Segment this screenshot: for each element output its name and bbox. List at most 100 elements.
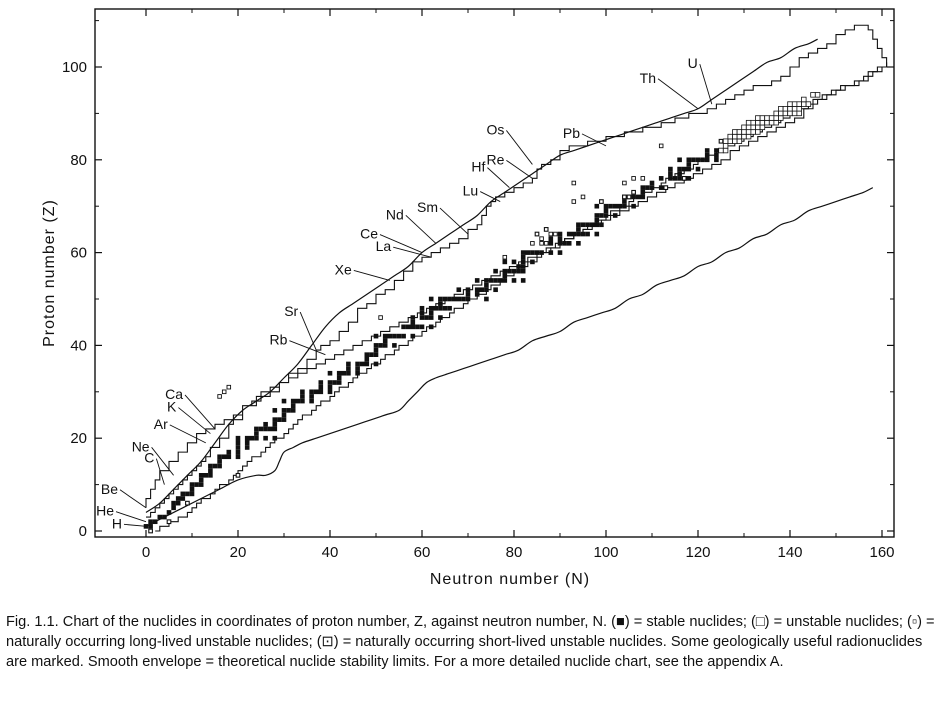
stable-nuclide-mark — [198, 473, 204, 478]
stable-nuclide-mark — [355, 361, 360, 367]
stable-nuclide-mark — [511, 259, 517, 265]
long-lived-nuclide-mark — [543, 227, 549, 232]
stable-nuclide-mark — [272, 435, 278, 441]
stable-nuclide-mark — [309, 394, 314, 399]
element-label-ne: Ne — [132, 438, 150, 454]
stable-nuclide-mark — [658, 176, 664, 181]
stable-nuclide-mark — [189, 491, 195, 497]
stable-nuclide-mark — [594, 203, 600, 209]
stable-nuclide-mark — [658, 185, 664, 190]
stable-nuclide-mark — [263, 426, 268, 432]
element-label-leader — [506, 130, 533, 165]
stable-nuclide-mark — [419, 305, 425, 311]
short-lived-nuclide-mark — [741, 124, 747, 131]
stable-nuclide-mark — [497, 278, 503, 283]
short-lived-nuclide-mark — [791, 101, 798, 107]
stable-nuclide-mark — [318, 389, 324, 395]
stable-nuclide-mark — [695, 157, 701, 163]
stable-nuclide-mark — [428, 324, 434, 330]
stable-nuclide-mark — [300, 389, 305, 395]
stable-nuclide-mark — [585, 222, 590, 228]
short-lived-nuclide-mark — [759, 119, 766, 126]
stable-nuclide-mark — [447, 296, 452, 302]
stable-nuclide-mark — [677, 157, 682, 163]
stable-nuclide-mark — [474, 292, 480, 297]
unstable-nuclide-mark — [553, 231, 558, 237]
stable-nuclide-mark — [645, 185, 650, 190]
short-lived-nuclide-mark — [745, 133, 752, 140]
element-label-leader — [155, 458, 165, 485]
stable-nuclide-mark — [235, 445, 241, 450]
unstable-nuclide-mark — [571, 180, 577, 186]
stable-nuclide-mark — [686, 162, 692, 167]
stable-nuclide-mark — [148, 519, 153, 525]
stable-nuclide-mark — [442, 296, 448, 302]
short-lived-nuclide-mark — [750, 124, 756, 131]
short-lived-nuclide-mark — [741, 133, 747, 140]
stable-nuclide-mark — [180, 491, 186, 497]
y-tick-label: 80 — [70, 152, 87, 169]
x-tick-label: 140 — [777, 544, 802, 561]
short-lived-nuclide-mark — [759, 124, 766, 131]
long-lived-nuclide-mark — [599, 199, 604, 204]
x-tick-label: 0 — [142, 544, 150, 561]
x-tick-label: 20 — [230, 544, 247, 561]
stable-nuclide-mark — [217, 459, 222, 464]
stable-nuclide-mark — [603, 208, 609, 214]
long-lived-nuclide-mark — [626, 194, 632, 200]
element-label-leader — [178, 407, 211, 434]
stable-nuclide-mark — [557, 231, 563, 237]
stable-nuclide-mark — [474, 278, 480, 283]
short-lived-nuclide-mark — [736, 138, 743, 144]
unstable-nuclide-mark — [217, 394, 222, 399]
stable-nuclide-mark — [364, 357, 370, 362]
stable-nuclide-mark — [456, 296, 462, 302]
short-lived-nuclide-mark — [810, 92, 816, 98]
short-lived-nuclide-mark — [732, 129, 738, 135]
stable-nuclide-mark — [640, 185, 646, 190]
long-lived-nuclide-mark — [534, 231, 540, 237]
stable-nuclide-mark — [502, 273, 508, 279]
stable-nuclide-mark — [649, 185, 655, 190]
stable-nuclide-mark — [502, 259, 508, 265]
element-label-th: Th — [640, 70, 656, 86]
stable-nuclide-mark — [410, 333, 416, 339]
y-tick-label: 20 — [70, 430, 87, 447]
stable-nuclide-mark — [585, 231, 590, 237]
unstable-nuclide-mark — [226, 384, 232, 390]
long-lived-nuclide-mark — [148, 528, 153, 534]
short-lived-nuclide-mark — [759, 115, 766, 121]
stable-nuclide-mark — [520, 278, 526, 283]
stable-nuclide-mark — [511, 268, 517, 274]
stable-nuclide-mark — [346, 366, 351, 371]
stable-nuclide-mark — [419, 315, 425, 320]
stable-nuclide-mark — [479, 287, 485, 293]
stable-nuclide-mark — [166, 510, 172, 515]
stable-nuclide-mark — [226, 449, 232, 455]
nuclide-marks — [143, 92, 821, 534]
short-lived-nuclide-mark — [732, 133, 738, 140]
long-lived-nuclide-mark — [631, 189, 636, 195]
element-label-leader — [487, 167, 510, 188]
unstable-nuclide-mark — [571, 199, 577, 204]
stable-nuclide-mark — [502, 268, 508, 274]
stable-nuclide-mark — [373, 352, 379, 357]
element-label-ce: Ce — [360, 226, 378, 242]
element-label-leader — [393, 246, 432, 258]
stable-nuclide-mark — [175, 496, 181, 501]
stable-nuclide-mark — [318, 384, 324, 390]
stable-nuclide-mark — [364, 361, 370, 367]
stable-nuclide-mark — [571, 231, 577, 237]
stable-nuclide-mark — [520, 250, 526, 255]
stable-nuclide-mark — [566, 231, 572, 237]
unstable-nuclide-mark — [622, 180, 627, 186]
stable-nuclide-mark — [714, 157, 719, 163]
stable-nuclide-mark — [309, 398, 314, 404]
stable-nuclide-mark — [392, 343, 397, 348]
stable-nuclide-mark — [267, 426, 273, 432]
element-label-leader — [479, 191, 501, 202]
stable-nuclide-mark — [576, 231, 581, 237]
unstable-nuclide-mark — [539, 241, 544, 246]
stable-nuclide-mark — [511, 278, 517, 283]
element-label-sm: Sm — [417, 199, 438, 215]
